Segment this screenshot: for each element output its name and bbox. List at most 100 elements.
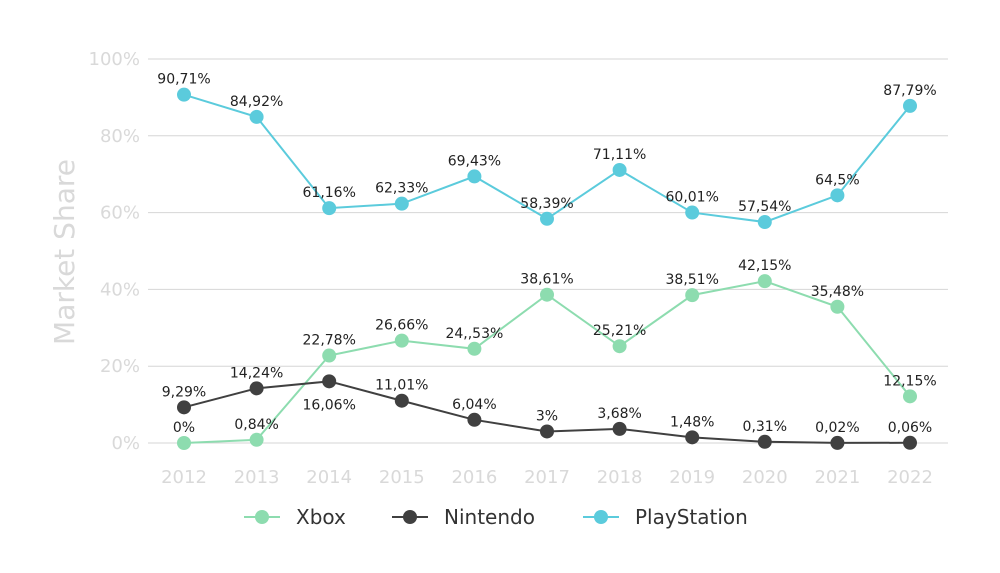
- data-point: [467, 412, 482, 427]
- y-tick-label: 60%: [100, 203, 140, 224]
- data-label: 57,54%: [738, 199, 791, 215]
- y-tick-label: 20%: [100, 356, 140, 377]
- data-label: 90,71%: [157, 72, 210, 88]
- data-label: 38,51%: [666, 272, 719, 288]
- legend: Xbox Nintendo PlayStation: [244, 505, 748, 529]
- data-label: 16,06%: [303, 397, 356, 413]
- data-point: [177, 436, 191, 450]
- x-tick-label: 2017: [524, 467, 570, 488]
- data-point: [467, 169, 482, 184]
- data-label: 25,21%: [593, 323, 646, 339]
- series-playstation: [177, 87, 917, 230]
- data-label: 0,06%: [888, 420, 932, 436]
- legend-label: Nintendo: [444, 505, 535, 529]
- data-label: 26,66%: [375, 318, 428, 334]
- data-point: [322, 374, 337, 389]
- y-tick-label: 100%: [89, 49, 140, 70]
- data-label: 62,33%: [375, 181, 428, 197]
- data-label: 71,11%: [593, 147, 646, 163]
- data-point: [249, 381, 264, 396]
- legend-swatch-marker: [594, 510, 608, 524]
- x-tick-label: 2021: [814, 467, 860, 488]
- grid-lines: [148, 58, 948, 444]
- data-point: [757, 215, 772, 230]
- x-tick-label: 2015: [379, 467, 425, 488]
- data-label: 0,84%: [234, 417, 278, 433]
- data-point: [540, 211, 554, 226]
- data-point: [540, 424, 554, 439]
- x-tick-label: 2013: [234, 467, 280, 488]
- x-tick-label: 2014: [306, 467, 352, 488]
- series-nintendo: [177, 374, 917, 450]
- x-tick-label: 2018: [597, 467, 643, 488]
- data-label: 14,24%: [230, 365, 283, 381]
- data-point: [177, 87, 191, 102]
- x-tick-label: 2022: [887, 467, 933, 488]
- data-label: 0,31%: [743, 419, 787, 435]
- data-label: 24,,53%: [445, 326, 503, 342]
- data-label: 35,48%: [811, 284, 864, 300]
- data-point: [903, 98, 917, 113]
- data-point: [394, 393, 409, 408]
- data-point: [467, 341, 482, 356]
- data-point: [612, 421, 627, 436]
- data-point: [903, 435, 917, 450]
- data-point: [685, 430, 700, 445]
- data-label: 1,48%: [670, 414, 714, 430]
- x-axis-ticks: 2012 2013 2014 2015 2016 2017 2018 2019 2020 2021…: [161, 467, 933, 488]
- data-point: [830, 299, 845, 314]
- data-point: [394, 333, 409, 348]
- data-label: 3%: [536, 408, 558, 424]
- data-point: [540, 287, 554, 302]
- data-point: [830, 188, 845, 203]
- data-label: 6,04%: [452, 397, 496, 413]
- data-labels: 0% 0,84% 22,78% 26,66% 24,,53% 38,61% 25,21% 38…: [157, 72, 936, 436]
- data-label: 3,68%: [597, 406, 641, 422]
- x-tick-label: 2016: [451, 467, 497, 488]
- legend-swatch-marker: [403, 510, 417, 524]
- x-tick-label: 2020: [742, 467, 788, 488]
- data-label: 9,29%: [162, 384, 206, 400]
- series-layer: [177, 87, 917, 450]
- data-point: [757, 434, 772, 449]
- data-label: 42,15%: [738, 258, 791, 274]
- x-tick-label: 2012: [161, 467, 207, 488]
- data-point: [249, 432, 264, 447]
- data-label: 60,01%: [666, 190, 719, 206]
- data-point: [612, 339, 627, 354]
- data-point: [757, 274, 772, 289]
- data-point: [322, 201, 337, 216]
- legend-item-playstation: PlayStation: [583, 505, 748, 529]
- data-label: 0%: [173, 420, 195, 436]
- data-point: [903, 389, 917, 404]
- legend-item-nintendo: Nintendo: [392, 505, 535, 529]
- data-label: 12,15%: [883, 373, 936, 389]
- legend-swatch-marker: [255, 510, 269, 524]
- data-point: [249, 109, 264, 124]
- data-point: [177, 400, 191, 415]
- legend-item-xbox: Xbox: [244, 505, 346, 529]
- data-label: 38,61%: [520, 272, 573, 288]
- y-tick-label: 0%: [111, 433, 140, 454]
- data-point: [685, 288, 700, 303]
- data-point: [612, 162, 627, 177]
- data-point: [830, 435, 845, 450]
- y-tick-label: 80%: [100, 126, 140, 147]
- data-label: 61,16%: [303, 185, 356, 201]
- legend-label: PlayStation: [635, 505, 748, 529]
- data-point: [394, 196, 409, 211]
- data-label: 69,43%: [448, 153, 501, 169]
- data-label: 58,39%: [520, 196, 573, 212]
- x-tick-label: 2019: [669, 467, 715, 488]
- y-axis-label: Market Share: [48, 159, 81, 345]
- data-label: 22,78%: [303, 333, 356, 349]
- legend-label: Xbox: [296, 505, 346, 529]
- data-label: 64,5%: [815, 172, 859, 188]
- data-point: [685, 205, 700, 220]
- data-point: [322, 348, 337, 363]
- y-axis-ticks: 0% 20% 40% 60% 80% 100%: [89, 49, 140, 454]
- data-label: 84,92%: [230, 94, 283, 110]
- data-label: 87,79%: [883, 83, 936, 99]
- y-tick-label: 40%: [100, 279, 140, 300]
